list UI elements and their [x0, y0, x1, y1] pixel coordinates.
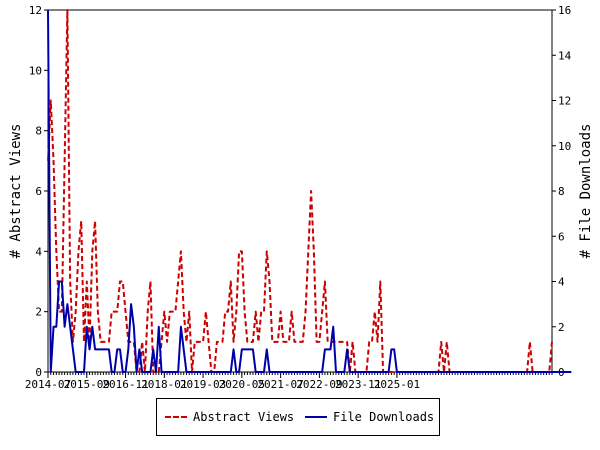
legend-item-file-downloads: File Downloads	[305, 410, 434, 424]
x-tick-label: 2014-07	[25, 378, 71, 391]
y2-tick-label: 14	[558, 49, 572, 62]
y-tick-label: 4	[35, 245, 42, 258]
x-tick-label: 2020-05	[219, 378, 265, 391]
y2-tick-label: 12	[558, 95, 571, 108]
x-tick-label: 2015-09	[64, 378, 110, 391]
y2-tick-label: 16	[558, 4, 571, 17]
y2-tick-label: 8	[558, 185, 565, 198]
legend-swatch-file-downloads	[305, 416, 327, 418]
y-axis-title: # Abstract Views	[8, 124, 24, 259]
x-tick-label: 2025-01	[374, 378, 420, 391]
y-tick-label: 10	[29, 64, 42, 77]
legend-swatch-abstract-views	[165, 416, 187, 418]
legend-label-file-downloads: File Downloads	[333, 410, 435, 424]
legend-item-abstract-views: Abstract Views	[165, 410, 294, 424]
x-tick-label: 2021-07	[257, 378, 303, 391]
y-tick-label: 6	[35, 185, 42, 198]
y2-tick-label: 10	[558, 140, 571, 153]
series-line-file-downloads	[47, 9, 572, 373]
legend-label-abstract-views: Abstract Views	[193, 410, 295, 424]
y2-tick-label: 4	[558, 276, 565, 289]
y-tick-label: 12	[29, 4, 42, 17]
y2-tick-label: 2	[558, 321, 565, 334]
x-tick-label: 2018-01	[141, 378, 187, 391]
y2-axis-title: # File Downloads	[578, 124, 594, 259]
y-tick-label: 8	[35, 125, 42, 138]
y-tick-label: 2	[35, 306, 42, 319]
plot-area	[47, 9, 553, 373]
x-tick-label: 2019-03	[180, 378, 226, 391]
series-line-abstract-views	[47, 9, 553, 373]
y2-tick-label: 6	[558, 230, 565, 243]
x-tick-label: 2023-11	[335, 378, 381, 391]
y-tick-label: 0	[35, 366, 42, 379]
x-tick-label: 2022-09	[296, 378, 342, 391]
x-tick-label: 2016-11	[102, 378, 148, 391]
legend: Abstract Views File Downloads	[156, 398, 440, 436]
